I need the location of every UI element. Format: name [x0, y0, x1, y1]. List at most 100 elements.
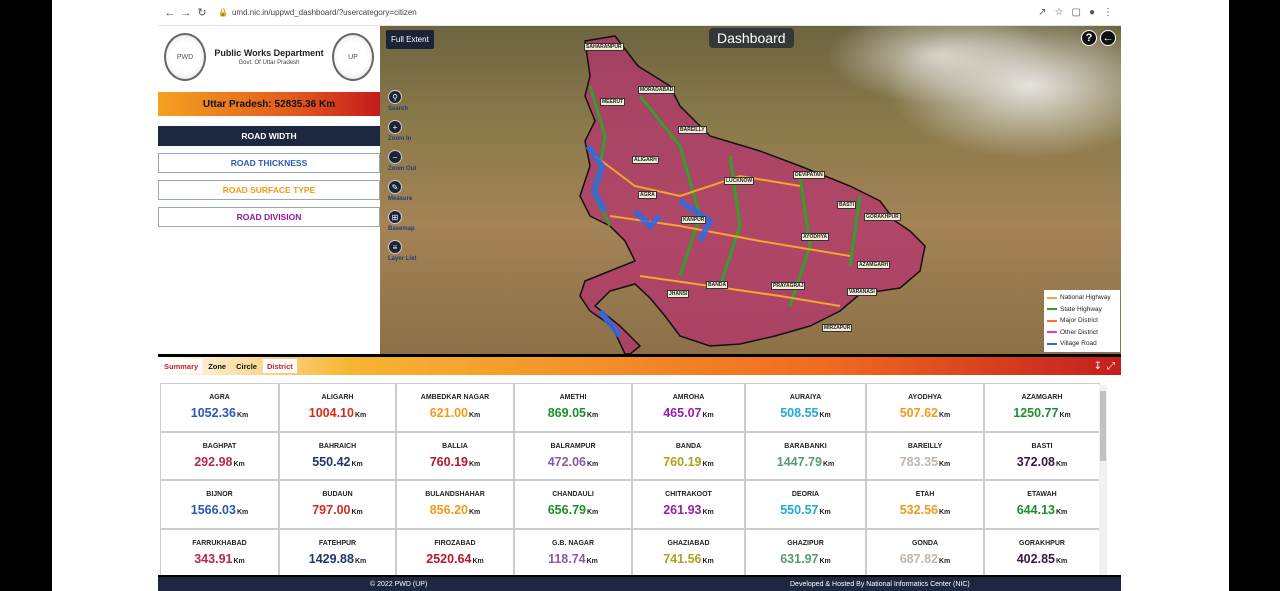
district-length-value: 1447.79 — [776, 454, 822, 469]
unit-label: Km — [702, 557, 714, 565]
district-length-value: 783.35 — [899, 454, 938, 469]
search-icon: ⚲ — [388, 90, 402, 104]
district-cell[interactable]: FIROZABAD 2520.64Km — [396, 528, 514, 575]
scrollbar-thumb[interactable] — [1100, 391, 1106, 461]
district-cell[interactable]: GHAZIABAD 741.56Km — [632, 528, 745, 575]
district-length-value: 631.97 — [780, 551, 819, 566]
district-length-value: 532.56 — [899, 503, 938, 518]
back-icon[interactable]: ← — [1100, 30, 1116, 46]
district-cell[interactable]: CHITRAKOOT 261.93Km — [632, 480, 745, 529]
district-cell[interactable]: DEORIA 550.57Km — [745, 480, 866, 529]
city-label: JHANSI — [667, 290, 690, 298]
district-name: G.B. NAGAR — [552, 539, 594, 547]
road-surface-type-button[interactable]: ROAD SURFACE TYPE — [158, 180, 380, 200]
district-cell[interactable]: ETAWAH 644.13Km — [984, 480, 1100, 529]
share-icon[interactable]: ↗ — [1038, 7, 1047, 18]
tab-summary[interactable]: Summary — [160, 359, 203, 373]
district-cell[interactable]: FARRUKHABAD 343.91Km — [160, 528, 279, 575]
district-length-value: 2520.64 — [426, 551, 472, 566]
city-label: GORAKHPUR — [864, 213, 901, 221]
district-cell[interactable]: BIJNOR 1566.03Km — [160, 480, 279, 529]
district-cell[interactable]: GHAZIPUR 631.97Km — [745, 528, 866, 575]
district-cell[interactable]: FATEHPUR 1429.88Km — [279, 528, 396, 575]
up-state-map[interactable] — [380, 26, 1121, 354]
district-cell[interactable]: BASTI 372.08Km — [984, 431, 1100, 480]
tab-district[interactable]: District — [262, 359, 297, 373]
unit-label: Km — [702, 412, 714, 420]
unit-label: Km — [1055, 509, 1068, 517]
district-cell[interactable]: BAREILLY 783.35Km — [866, 431, 984, 480]
basemap-tool[interactable]: ⊞ Basemap — [388, 210, 418, 232]
district-length: 797.00Km — [312, 503, 363, 517]
city-label: AGRA — [638, 191, 657, 199]
road-width-button[interactable]: ROAD WIDTH — [158, 126, 380, 146]
road-thickness-button[interactable]: ROAD THICKNESS — [158, 153, 380, 173]
unit-label: Km — [354, 557, 367, 565]
district-cell[interactable]: BALLIA 760.19Km — [396, 431, 514, 480]
tab-circle[interactable]: Circle — [236, 361, 257, 371]
district-name: GHAZIABAD — [667, 539, 710, 547]
district-cell[interactable]: GONDA 687.82Km — [866, 528, 984, 575]
basemap-tool-label: Basemap — [388, 226, 415, 232]
district-cell[interactable]: AGRA 1052.36Km — [160, 383, 279, 432]
forward-arrow-icon[interactable]: → — [180, 6, 192, 19]
browser-actions: ↗ ☆ ▢ ● ⋮ — [1038, 7, 1113, 18]
measure-tool[interactable]: ✎ Measure — [388, 180, 418, 202]
district-cell[interactable]: BAHRAICH 550.42Km — [279, 431, 396, 480]
district-length: 621.00Km — [430, 406, 481, 420]
address-bar[interactable]: 🔒 umd.nic.in/uppwd_dashboard/?usercatego… — [218, 8, 417, 17]
district-cell[interactable]: BAGHPAT 292.98Km — [160, 431, 279, 480]
full-extent-button[interactable]: Full Extent — [386, 30, 434, 49]
reload-icon[interactable]: ↻ — [197, 7, 207, 19]
expand-icon[interactable]: ⤢ — [1107, 360, 1115, 372]
district-cell[interactable]: GORAKHPUR 402.85Km — [984, 528, 1100, 575]
unit-label: Km — [702, 460, 714, 468]
district-name: CHANDAULI — [552, 491, 594, 499]
district-name: BALRAMPUR — [550, 442, 596, 450]
district-cell[interactable]: CHANDAULI 656.79Km — [514, 480, 632, 529]
district-cell[interactable]: BUDAUN 797.00Km — [279, 480, 396, 529]
district-cell[interactable]: AZAMGARH 1250.77Km — [984, 383, 1100, 432]
district-cell[interactable]: BALRAMPUR 472.06Km — [514, 431, 632, 480]
district-cell[interactable]: AYODHYA 507.62Km — [866, 383, 984, 432]
district-cell[interactable]: ALIGARH 1004.10Km — [279, 383, 396, 432]
district-length: 465.07Km — [663, 406, 714, 420]
legend-label: Other District — [1060, 328, 1098, 336]
district-length: 1566.03Km — [191, 503, 248, 517]
zoom-in-tool[interactable]: + Zoom In — [388, 120, 418, 142]
district-cell[interactable]: AMETHI 869.05Km — [514, 383, 632, 432]
zoom-out-tool[interactable]: − Zoom Out — [388, 150, 418, 172]
district-cell[interactable]: G.B. NAGAR 118.74Km — [514, 528, 632, 575]
map-view[interactable]: Full Extent Dashboard ? ← ⚲ Search + Zoo… — [380, 26, 1121, 354]
tab-zone[interactable]: Zone — [208, 361, 227, 371]
search-tool[interactable]: ⚲ Search — [388, 90, 418, 112]
district-cell[interactable]: BARABANKI 1447.79Km — [745, 431, 866, 480]
download-icon[interactable]: ↧ — [1093, 360, 1102, 372]
sidepanel-icon[interactable]: ▢ — [1071, 7, 1081, 18]
legend-label: State Highway — [1060, 305, 1102, 313]
unit-label: Km — [351, 509, 363, 517]
unit-label: Km — [938, 412, 951, 420]
star-icon[interactable]: ☆ — [1054, 7, 1064, 18]
back-arrow-icon[interactable]: ← — [164, 6, 176, 19]
road-division-button[interactable]: ROAD DIVISION — [158, 207, 380, 227]
district-cell[interactable]: AMBEDKAR NAGAR 621.00Km — [396, 383, 514, 432]
profile-icon[interactable]: ● — [1088, 7, 1095, 18]
grid-scrollbar[interactable] — [1099, 385, 1107, 575]
unit-label: Km — [468, 412, 481, 420]
district-cell[interactable]: BULANDSHAHAR 856.20Km — [396, 480, 514, 529]
city-label: LUCKNOW — [724, 177, 755, 185]
city-label: MORADABAD — [638, 86, 676, 94]
district-cell[interactable]: AURAIYA 508.55Km — [745, 383, 866, 432]
district-name: ETAH — [915, 491, 935, 499]
legend-swatch — [1047, 296, 1057, 299]
city-label: MIRZAPUR — [822, 324, 853, 332]
help-icon[interactable]: ? — [1081, 30, 1097, 46]
layer-list-tool[interactable]: ≡ Layer List — [388, 240, 418, 262]
unit-label: Km — [354, 412, 367, 420]
menu-dots-icon[interactable]: ⋮ — [1103, 7, 1113, 18]
district-cell[interactable]: AMROHA 465.07Km — [632, 383, 745, 432]
district-cell[interactable]: BANDA 760.19Km — [632, 431, 745, 480]
district-length-value: 1250.77 — [1013, 406, 1059, 421]
district-cell[interactable]: ETAH 532.56Km — [866, 480, 984, 529]
